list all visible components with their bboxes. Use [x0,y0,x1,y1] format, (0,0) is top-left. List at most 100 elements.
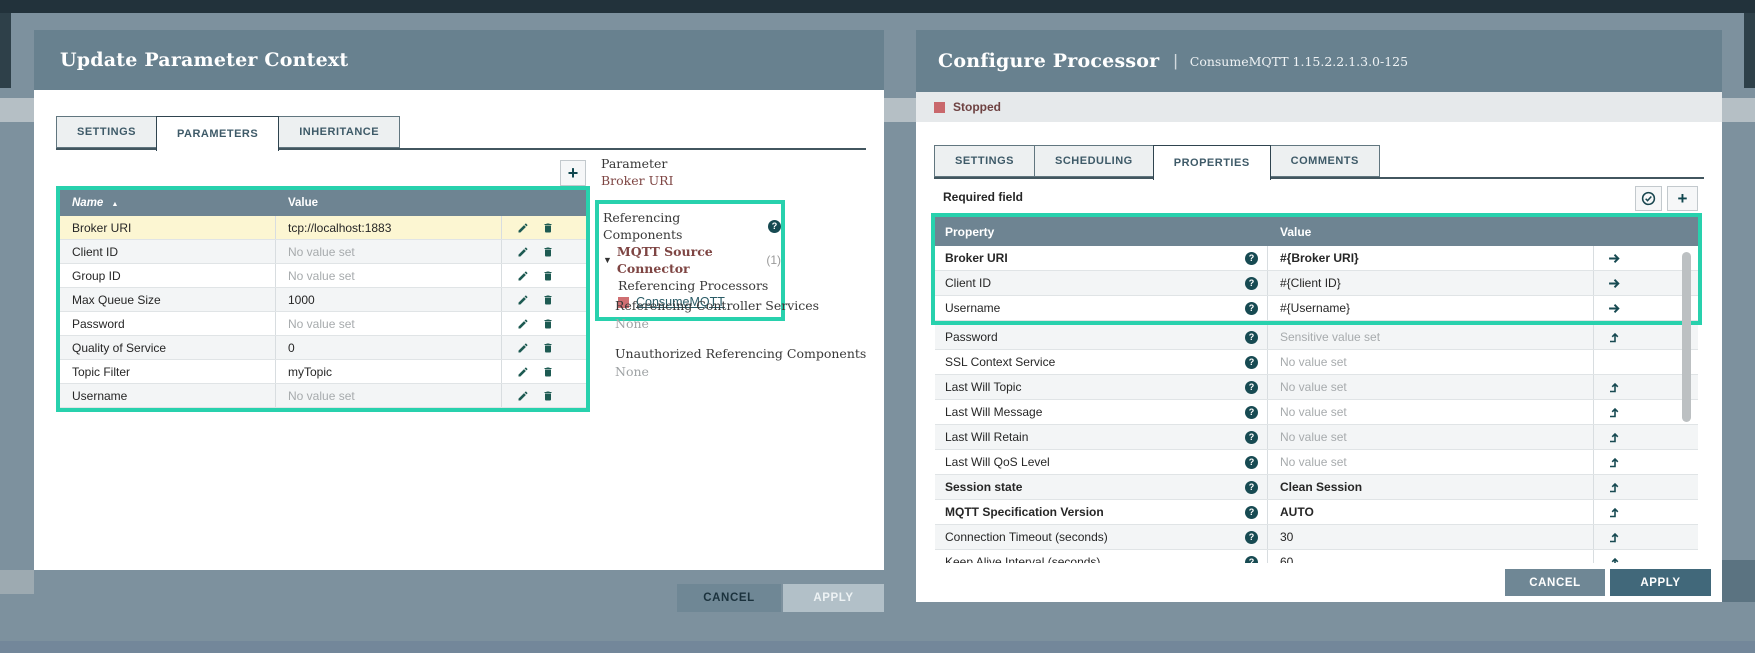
delete-trash-icon[interactable] [542,246,554,258]
tab-properties[interactable]: PROPERTIES [1152,145,1271,180]
help-icon[interactable]: ? [1245,530,1258,544]
property-name: Keep Alive Interval (seconds) [945,555,1101,563]
parameter-row[interactable]: Client ID No value set [60,240,586,264]
property-value[interactable]: #{Client ID} [1268,271,1594,295]
property-row[interactable]: Last Will Message ? No value set [935,400,1698,425]
convert-to-parameter-icon[interactable] [1608,406,1620,418]
property-value[interactable]: Sensitive value set [1268,325,1594,349]
tab-settings[interactable]: SETTINGS [56,116,158,148]
delete-trash-icon[interactable] [542,342,554,354]
property-value[interactable]: No value set [1268,350,1594,374]
help-icon[interactable]: ? [1245,355,1258,369]
convert-to-parameter-icon[interactable] [1608,481,1620,493]
convert-to-parameter-icon[interactable] [1608,556,1620,563]
parameter-row[interactable]: Broker URI tcp://localhost:1883 [60,216,586,240]
tab-settings[interactable]: SETTINGS [934,145,1036,177]
parameter-row[interactable]: Password No value set [60,312,586,336]
property-value[interactable]: Clean Session [1268,475,1594,499]
convert-to-parameter-icon[interactable] [1608,431,1620,443]
property-value[interactable]: AUTO [1268,500,1594,524]
property-value[interactable]: No value set [1268,425,1594,449]
property-value[interactable]: #{Username} [1268,296,1594,320]
parameter-row[interactable]: Username No value set [60,384,586,408]
property-row[interactable]: Keep Alive Interval (seconds) ? 60 [935,550,1698,563]
property-row[interactable]: Last Will Topic ? No value set [935,375,1698,400]
convert-to-parameter-icon[interactable] [1608,531,1620,543]
consumemqtt-link[interactable]: ConsumeMQTT [636,295,725,309]
help-icon[interactable]: ? [1245,380,1258,394]
apply-button-disabled[interactable]: APPLY [783,584,884,612]
property-value[interactable]: 30 [1268,525,1594,549]
edit-pencil-icon[interactable] [517,222,529,234]
property-row[interactable]: Last Will Retain ? No value set [935,425,1698,450]
edit-pencil-icon[interactable] [517,294,529,306]
help-icon[interactable]: ? [1245,555,1258,563]
convert-to-parameter-icon[interactable] [1608,331,1620,343]
delete-trash-icon[interactable] [542,294,554,306]
stopped-status-icon [934,101,945,113]
delete-trash-icon[interactable] [542,270,554,282]
goto-parameter-icon[interactable] [1608,302,1621,315]
help-icon[interactable]: ? [1245,330,1258,344]
goto-parameter-icon[interactable] [1608,277,1621,290]
goto-parameter-icon[interactable] [1608,252,1621,265]
help-icon[interactable]: ? [1245,301,1258,315]
help-icon[interactable]: ? [1245,430,1258,444]
column-header-value[interactable]: Value [288,197,319,209]
help-icon[interactable]: ? [1245,276,1258,290]
property-row[interactable]: Broker URI ? #{Broker URI} [935,246,1698,271]
highlighted-parameter-rows: Property Value Broker URI ? #{Broker URI… [931,213,1702,325]
parameter-row[interactable]: Group ID No value set [60,264,586,288]
help-icon[interactable]: ? [1245,505,1258,519]
help-icon[interactable]: ? [1245,480,1258,494]
apply-button[interactable]: APPLY [1610,569,1711,596]
delete-trash-icon[interactable] [542,366,554,378]
property-value[interactable]: No value set [1268,375,1594,399]
property-value[interactable]: 60 [1268,550,1594,563]
property-row[interactable]: Password ? Sensitive value set [935,325,1698,350]
delete-trash-icon[interactable] [542,390,554,402]
property-value[interactable]: #{Broker URI} [1268,246,1594,270]
edit-pencil-icon[interactable] [517,366,529,378]
edit-pencil-icon[interactable] [517,390,529,402]
help-icon[interactable]: ? [768,219,781,233]
column-header-name[interactable]: Name ▲ [72,197,119,209]
delete-trash-icon[interactable] [542,318,554,330]
convert-to-parameter-icon[interactable] [1608,381,1620,393]
chevron-down-icon[interactable]: ▼ [603,254,612,265]
cancel-button[interactable]: CANCEL [1505,569,1605,596]
process-group-link[interactable]: MQTT Source Connector [616,244,713,276]
parameter-row[interactable]: Max Queue Size 1000 [60,288,586,312]
edit-pencil-icon[interactable] [517,246,529,258]
cancel-button[interactable]: CANCEL [677,584,781,612]
vertical-scrollbar[interactable] [1682,252,1691,422]
tab-comments[interactable]: COMMENTS [1269,145,1380,177]
edit-pencil-icon[interactable] [517,318,529,330]
edit-pencil-icon[interactable] [517,270,529,282]
parameter-row[interactable]: Quality of Service 0 [60,336,586,360]
property-value[interactable]: No value set [1268,400,1594,424]
help-icon[interactable]: ? [1245,455,1258,469]
property-row[interactable]: MQTT Specification Version ? AUTO [935,500,1698,525]
property-row[interactable]: Client ID ? #{Client ID} [935,271,1698,296]
property-row[interactable]: Last Will QoS Level ? No value set [935,450,1698,475]
property-row[interactable]: Connection Timeout (seconds) ? 30 [935,525,1698,550]
tab-scheduling[interactable]: SCHEDULING [1034,145,1154,177]
property-row[interactable]: SSL Context Service ? No value set [935,350,1698,375]
tab-inheritance[interactable]: INHERITANCE [278,116,401,148]
parameter-name: Group ID [60,264,276,287]
verify-properties-button[interactable] [1635,186,1662,211]
help-icon[interactable]: ? [1245,251,1258,265]
property-value[interactable]: No value set [1268,450,1594,474]
convert-to-parameter-icon[interactable] [1608,506,1620,518]
property-row[interactable]: Session state ? Clean Session [935,475,1698,500]
add-property-button[interactable]: + [1667,186,1698,211]
property-row[interactable]: Username ? #{Username} [935,296,1698,321]
delete-trash-icon[interactable] [542,222,554,234]
help-icon[interactable]: ? [1245,405,1258,419]
add-parameter-button[interactable]: + [560,160,586,186]
edit-pencil-icon[interactable] [517,342,529,354]
parameter-row[interactable]: Topic Filter myTopic [60,360,586,384]
tab-parameters[interactable]: PARAMETERS [156,116,280,151]
convert-to-parameter-icon[interactable] [1608,456,1620,468]
